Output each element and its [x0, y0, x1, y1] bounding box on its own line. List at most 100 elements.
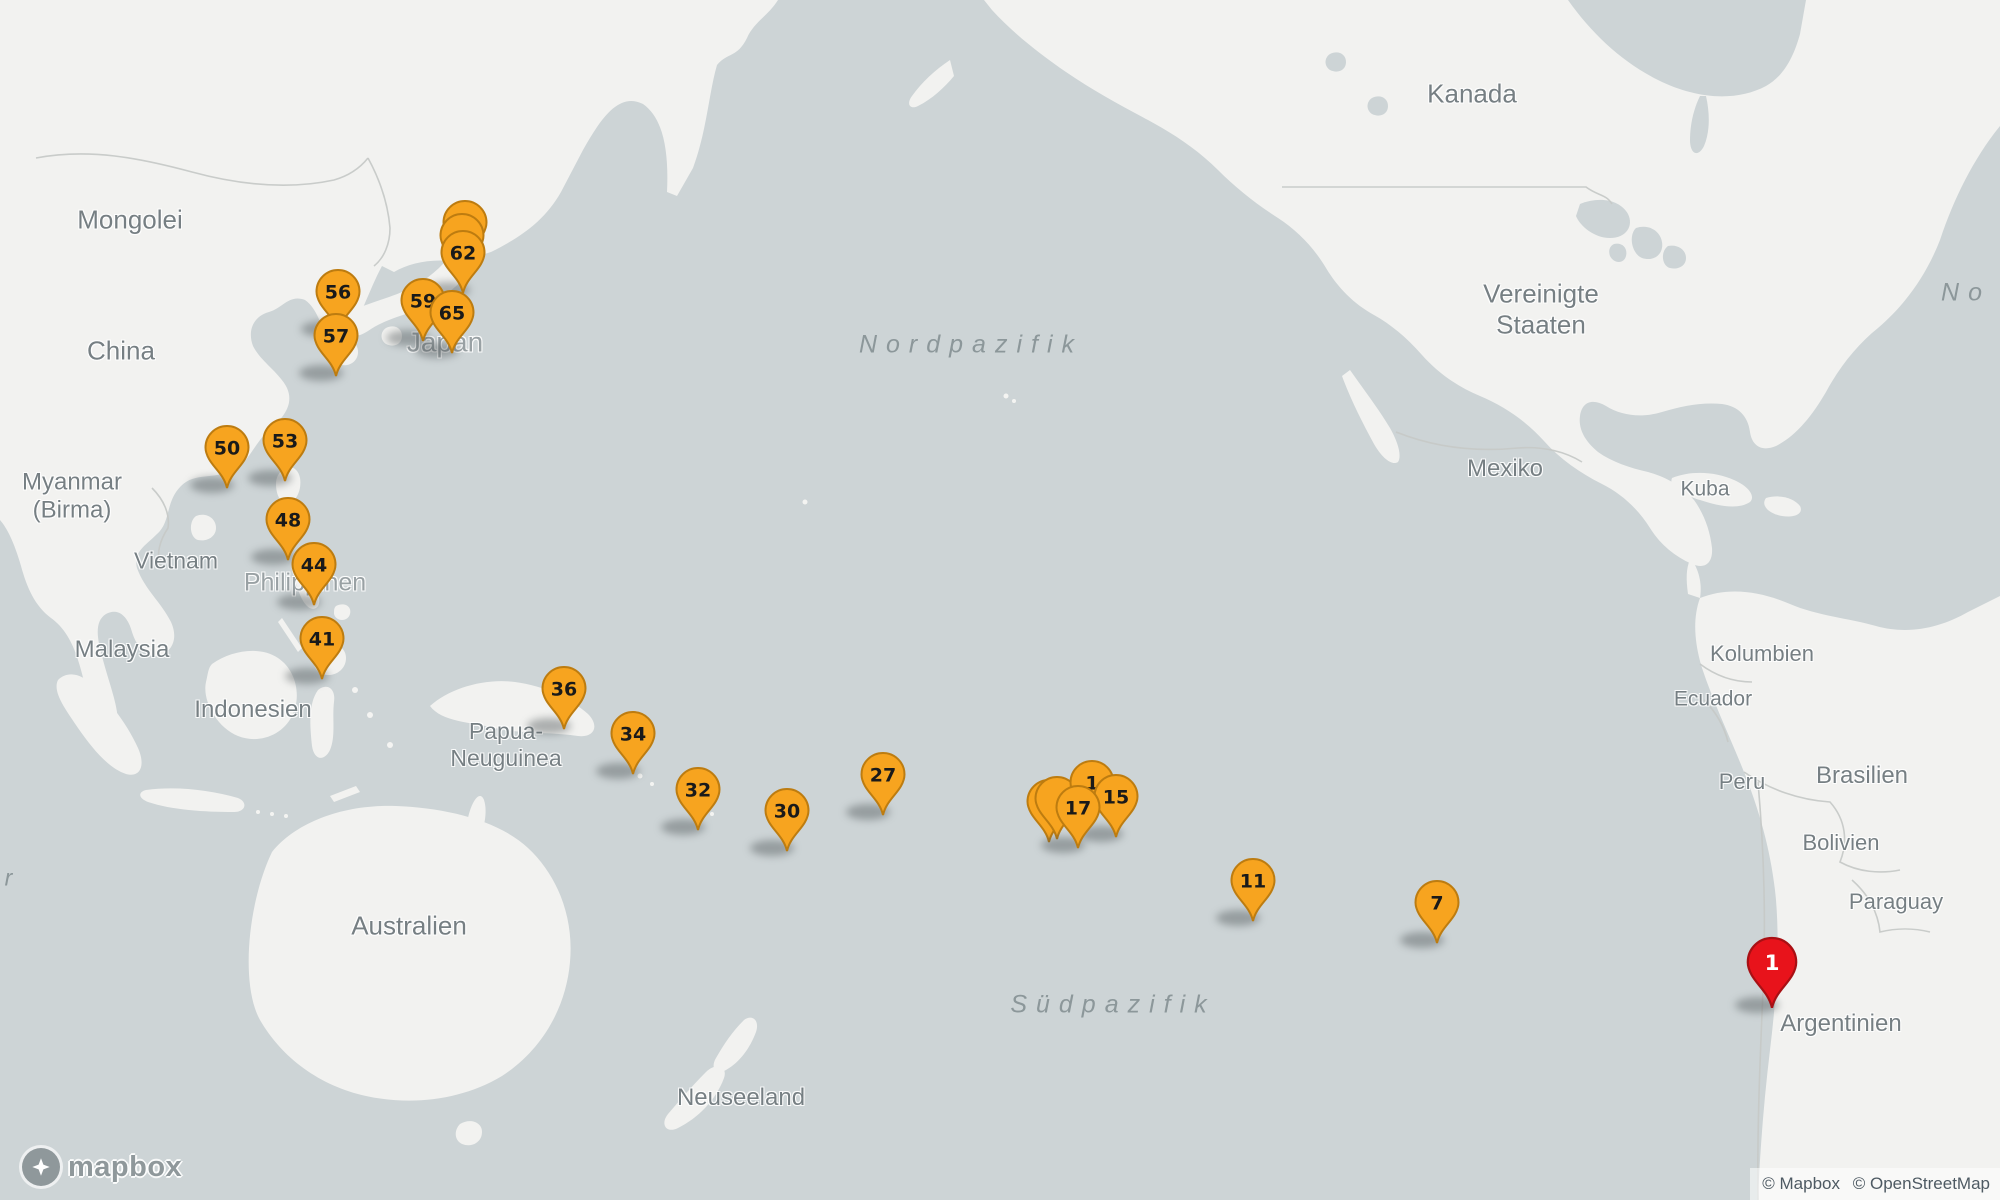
map-pin-48[interactable]: 48 [251, 496, 311, 565]
map-pin-50[interactable]: 50 [190, 424, 250, 493]
landmass-borneo [205, 650, 297, 740]
map-pin-36[interactable]: 36 [527, 665, 587, 734]
border-russia-china [367, 157, 391, 267]
map-pin-34[interactable]: 34 [596, 710, 656, 779]
border-peru-bolivia [1743, 771, 1901, 873]
pin-icon: 7 [1414, 879, 1460, 943]
landmass-nz-north [713, 1017, 758, 1073]
landmass-sakhalin [534, 103, 555, 195]
pin-shadow [415, 341, 459, 358]
map-pin-7[interactable]: 7 [1400, 879, 1460, 948]
pin-shadow [277, 593, 321, 610]
map-pin-27[interactable]: 27 [846, 751, 906, 820]
great-lakes-4 [1609, 243, 1627, 262]
svg-text:30: 30 [774, 800, 800, 822]
border-us-mexico [1395, 431, 1583, 463]
pin-shadow [846, 803, 890, 820]
landmass-java [140, 788, 245, 812]
svg-text:62: 62 [450, 242, 476, 264]
map-pin-15[interactable]: 15 [1079, 773, 1139, 842]
svg-text:1: 1 [1765, 951, 1780, 976]
pin-shadow [285, 667, 329, 684]
pin-shadow [1079, 825, 1123, 842]
pin-shadow [661, 818, 705, 835]
pin-icon: 41 [299, 615, 345, 679]
pin-icon: 57 [313, 312, 359, 376]
mapbox-logo-icon [22, 1148, 60, 1186]
great-lakes-1 [1576, 199, 1630, 238]
landmass-hainan [190, 514, 216, 541]
pin-icon: 36 [541, 665, 587, 729]
landmass-baja [1342, 370, 1400, 464]
border-us-canada [1282, 186, 1613, 205]
svg-text:17: 17 [1065, 797, 1091, 819]
pin-icon: 65 [429, 289, 475, 353]
pin-icon: 32 [675, 766, 721, 830]
pin-shadow [527, 717, 571, 734]
landmass-taiwan [276, 467, 301, 504]
svg-text:36: 36 [551, 678, 577, 700]
pin-icon: 15 [1093, 773, 1139, 837]
map-pin-41[interactable]: 41 [285, 615, 345, 684]
landmass-sumatra [56, 674, 142, 775]
pin-shadow [1041, 836, 1085, 853]
landmass-visayas [334, 604, 351, 620]
landmass-central-america-isthmus [1686, 560, 1701, 598]
lake-north-1 [1325, 52, 1346, 72]
svg-text:48: 48 [275, 509, 301, 531]
map-pin-30[interactable]: 30 [750, 787, 810, 856]
landmass-north-america [950, 0, 2000, 567]
landmass-timor [330, 786, 360, 802]
landmass-cape-york [466, 796, 486, 844]
pin-icon: 34 [610, 710, 656, 774]
landmass-palawan [278, 618, 302, 652]
svg-text:59: 59 [410, 290, 436, 312]
map-pin-65[interactable]: 65 [415, 289, 475, 358]
border-mongolia [35, 153, 369, 187]
map-pin-62[interactable]: 62 [426, 229, 486, 298]
mapbox-logo[interactable]: mapbox [22, 1148, 182, 1186]
pin-shadow [299, 364, 343, 381]
svg-text:65: 65 [439, 302, 465, 324]
pin-shadow [750, 839, 794, 856]
landmass-south-america [1695, 591, 2000, 1200]
james-bay [1690, 96, 1709, 154]
map-pin-57[interactable]: 57 [299, 312, 359, 381]
great-lakes-3 [1662, 245, 1686, 269]
map-pin-44[interactable]: 44 [277, 541, 337, 610]
landmass-nz-south [664, 1066, 725, 1130]
border-indochina [151, 487, 170, 567]
pin-icon: 27 [860, 751, 906, 815]
svg-text:32: 32 [685, 779, 711, 801]
svg-text:27: 27 [870, 764, 896, 786]
pin-shadow [1735, 997, 1779, 1013]
pin-icon: 53 [262, 417, 308, 481]
pin-shadow [386, 329, 430, 346]
pin-icon: 62 [440, 229, 486, 293]
attribution-osm-link[interactable]: © OpenStreetMap [1852, 1174, 1990, 1193]
pin-icon: 11 [1230, 857, 1276, 921]
map-pin-1[interactable]: 1 [1735, 936, 1798, 1013]
pin-shadow [248, 469, 292, 486]
svg-text:7: 7 [1430, 892, 1443, 914]
pin-shadow [596, 762, 640, 779]
pin-icon: 48 [265, 496, 311, 560]
pin-icon: 17 [1055, 784, 1101, 848]
hudson-bay [1568, 0, 1806, 97]
pin-icon: 56 [315, 268, 361, 332]
svg-text:50: 50 [214, 437, 240, 459]
pin-icon: 50 [204, 424, 250, 488]
landmass-asia [0, 0, 778, 731]
landmass-shikoku [381, 326, 402, 346]
svg-text:15: 15 [1103, 786, 1129, 808]
map-pin-11[interactable]: 11 [1216, 857, 1276, 926]
landmass-australia [248, 805, 571, 1101]
map-pin-32[interactable]: 32 [661, 766, 721, 835]
landmass-sulawesi [310, 686, 335, 758]
pin-shadow [190, 476, 234, 493]
map-pin-17[interactable]: 17 [1041, 784, 1101, 853]
map-pin-53[interactable]: 53 [248, 417, 308, 486]
attribution-mapbox-link[interactable]: © Mapbox [1762, 1174, 1840, 1193]
